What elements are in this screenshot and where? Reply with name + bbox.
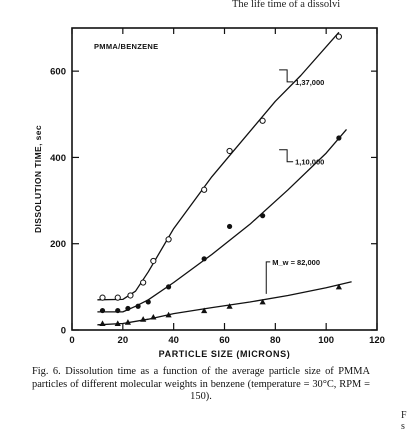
series-2-point-8: [226, 223, 233, 230]
series-3-point-5: [150, 313, 157, 320]
series-3-point-1: [99, 320, 106, 327]
x-tick-label-4: 80: [270, 335, 281, 346]
series-1-point-8: [226, 147, 233, 155]
annotation-1-label: 1,37,000: [295, 78, 324, 87]
x-tick-label-1: 20: [118, 335, 129, 346]
x-tick-label-0: 0: [69, 335, 74, 346]
chart-fit-lines: [97, 31, 352, 326]
x-tick-label-2: 40: [168, 335, 179, 346]
x-axis-label: PARTICLE SIZE (MICRONS): [159, 349, 291, 359]
dissolution-chart: 0 20 40 60 80 100 120 0 200 400 600 PARTICLE SIZE …: [33, 27, 385, 359]
x-tick-label-5: 100: [318, 335, 334, 346]
chart-annotations: PARTICLE SIZE (MICRONS) DISSOLUTION TIME,…: [33, 42, 324, 359]
series-2-point-6: [165, 284, 172, 290]
x-tick-label-6: 120: [369, 335, 385, 346]
y-tick-label-1: 200: [50, 239, 66, 250]
x-tick-label-3: 60: [219, 335, 230, 346]
series-1-point-5: [150, 257, 157, 265]
series-3-fit-line: [97, 281, 352, 326]
series-3-point-6: [165, 311, 172, 318]
series-2-point-9: [260, 213, 266, 219]
series-3-point-2: [114, 320, 121, 327]
series-1-point-9: [259, 117, 266, 124]
y-tick-label-2: 400: [50, 153, 66, 164]
series-3-point-3: [124, 319, 132, 325]
running-head: The life time of a dissolvi: [232, 0, 341, 10]
annotation-1-leader: [279, 69, 294, 83]
series-2-point-7: [201, 256, 207, 262]
series-1-point-6: [165, 236, 172, 243]
series-3-point-8: [226, 303, 233, 309]
y-tick-label-3: 600: [50, 67, 66, 78]
series-2-point-10: [336, 135, 342, 141]
figure-caption: Fig. 6. Dissolution time as a function o…: [32, 366, 370, 404]
y-axis-label: DISSOLUTION TIME, sec: [33, 125, 43, 233]
caption-text: Dissolution time as a function of the av…: [32, 366, 370, 403]
series-1-point-2: [114, 294, 121, 301]
series-3-point-4: [140, 316, 147, 322]
series-1-point-1: [99, 294, 106, 301]
series-3-point-7: [201, 307, 208, 314]
chart-title: PMMA/BENZENE: [94, 42, 158, 51]
chart-axes: [71, 27, 378, 331]
margin-fragment-2: s: [401, 421, 405, 432]
annotation-2-leader: [279, 149, 294, 163]
series-1-point-4: [140, 279, 147, 286]
y-tick-label-0: 0: [61, 326, 66, 337]
caption-label: Fig. 6.: [32, 366, 61, 377]
series-1-point-3: [127, 292, 134, 299]
series-3-point-9: [259, 298, 266, 305]
series-2-point-1: [99, 307, 106, 314]
plot-frame: [71, 27, 378, 331]
series-1-point-10: [335, 33, 342, 40]
annotation-3-label: M_w = 82,000: [272, 258, 320, 267]
chart-ticks: 0 20 40 60 80 100 120 0 200 400 600: [50, 28, 385, 346]
annotation-2-label: 1,10,000: [295, 158, 324, 167]
series-2-point-5: [145, 299, 151, 305]
annotation-3-leader: [265, 261, 271, 294]
series-3-point-10: [335, 283, 342, 290]
chart-markers: [99, 33, 342, 327]
series-2-point-3: [125, 305, 131, 312]
margin-fragment-1: F: [401, 410, 407, 421]
series-1-point-7: [201, 186, 208, 193]
series-2-point-4: [135, 303, 141, 309]
series-2-point-2: [115, 307, 121, 314]
